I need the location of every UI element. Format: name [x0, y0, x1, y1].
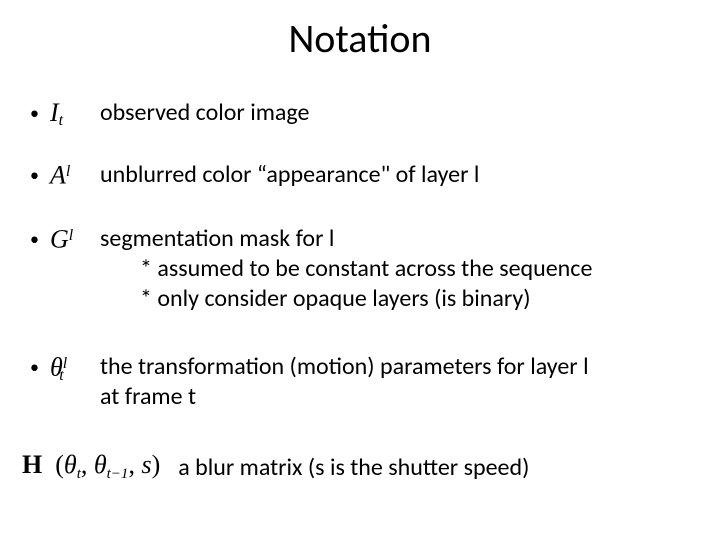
notation-row-appearance: • Al unblurred color “appearance" of lay… [30, 160, 690, 190]
symbol-H: H [22, 450, 42, 479]
symbol-sub-tm1: t−1 [107, 466, 129, 482]
symbol-theta-l-t: θlt [50, 352, 100, 386]
symbol-G-l: Gl [50, 224, 100, 253]
desc-transformation-l2: at frame t [100, 382, 196, 411]
symbol-I-t: It [50, 98, 100, 131]
symbol-base: G [50, 225, 69, 254]
desc-appearance: unblurred color “appearance" of layer l [100, 160, 690, 190]
symbol-base: A [50, 161, 66, 190]
desc-segmentation-main: segmentation mask for l [100, 224, 334, 253]
notation-row-transformation: • θlt the transformation (motion) parame… [30, 352, 690, 412]
symbol-blur-matrix: H (θt, θt−1, s) [22, 450, 160, 484]
symbol-superscript: l [66, 163, 70, 180]
notation-row-segmentation: • Gl segmentation mask for l * assumed t… [30, 224, 690, 314]
comma1: , [81, 450, 94, 479]
symbol-theta2: θ [94, 450, 107, 479]
slide-title: Notation [0, 14, 720, 63]
symbol-subscript: t [59, 367, 63, 384]
paren-open: ( [55, 450, 64, 479]
desc-segmentation-note1: * assumed to be constant across the sequ… [100, 254, 690, 284]
slide: Notation • It observed color image • Al … [0, 0, 720, 540]
bullet-icon: • [30, 224, 50, 248]
desc-transformation-l1: the transformation (motion) parameters f… [100, 352, 589, 381]
notation-row-observed-image: • It observed color image [30, 98, 690, 131]
symbol-subscript: t [59, 112, 63, 129]
notation-row-blur-matrix: H (θt, θt−1, s) a blur matrix (s is the … [22, 450, 702, 484]
desc-transformation: the transformation (motion) parameters f… [100, 352, 690, 412]
comma2: , [128, 450, 141, 479]
bullet-icon: • [30, 352, 50, 376]
desc-segmentation-note2: * only consider opaque layers (is binary… [100, 284, 690, 314]
symbol-theta1: θ [64, 450, 77, 479]
symbol-base: I [50, 98, 59, 127]
symbol-s: s [141, 450, 151, 479]
bullet-icon: • [30, 160, 50, 184]
symbol-superscript: l [69, 227, 73, 244]
symbol-sub-t: t [77, 466, 81, 482]
desc-observed-image: observed color image [100, 98, 690, 128]
paren-close: ) [152, 450, 161, 479]
desc-segmentation: segmentation mask for l * assumed to be … [100, 224, 690, 314]
symbol-A-l: Al [50, 160, 100, 189]
bullet-icon: • [30, 98, 50, 122]
desc-blur-matrix: a blur matrix (s is the shutter speed) [160, 453, 529, 482]
